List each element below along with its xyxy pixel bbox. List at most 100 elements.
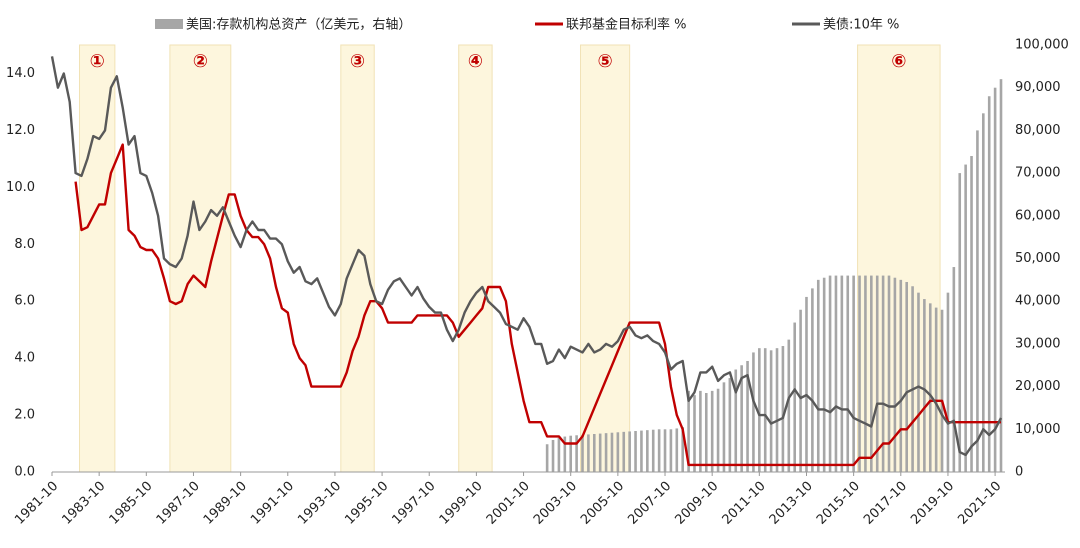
x-tick-label: 1991-10 xyxy=(248,479,297,528)
bar xyxy=(881,275,885,472)
y-tick-label: 0.0 xyxy=(14,465,35,480)
bar xyxy=(598,433,602,472)
bar xyxy=(616,432,620,472)
period-shade xyxy=(79,44,116,473)
legend-label: 美债:10年 % xyxy=(823,18,899,33)
bar xyxy=(575,435,578,472)
bar xyxy=(958,173,962,472)
x-tick-label: 2005-10 xyxy=(578,479,627,528)
bar xyxy=(769,350,773,472)
period-label: ② xyxy=(193,51,208,72)
x-tick-label: 1983-10 xyxy=(59,479,108,528)
bar xyxy=(545,444,549,472)
bar xyxy=(905,281,908,472)
bar xyxy=(687,390,690,472)
bar xyxy=(928,303,932,472)
x-tick-label: 1989-10 xyxy=(201,479,250,528)
bar xyxy=(816,279,820,472)
bar xyxy=(581,434,584,472)
bar xyxy=(846,275,850,472)
period-label: ⑤ xyxy=(597,51,612,72)
x-tick-label: 2019-10 xyxy=(908,479,957,528)
x-tick-label: 2007-10 xyxy=(625,479,674,528)
legend-swatch xyxy=(155,19,183,29)
bar xyxy=(887,275,891,472)
bar xyxy=(858,275,861,472)
y2-tick-label: 90,000 xyxy=(1015,80,1061,95)
bar xyxy=(811,288,814,472)
bar xyxy=(799,309,802,472)
bar xyxy=(569,435,573,472)
x-tick-label: 2017-10 xyxy=(861,479,910,528)
bar xyxy=(657,429,661,472)
period-shade xyxy=(580,44,631,473)
y2-tick-label: 20,000 xyxy=(1015,379,1061,394)
bar xyxy=(646,430,649,472)
bar xyxy=(604,433,608,472)
period-label: ① xyxy=(90,51,105,72)
bar xyxy=(999,79,1003,472)
period-shade xyxy=(169,44,232,473)
bar xyxy=(775,348,779,472)
bar xyxy=(746,360,749,472)
bar xyxy=(693,395,696,472)
y-tick-label: 14.0 xyxy=(6,66,35,81)
bar xyxy=(563,436,567,472)
bar xyxy=(728,378,732,472)
bar xyxy=(940,309,944,472)
bar xyxy=(740,365,743,472)
x-tick-label: 1987-10 xyxy=(154,479,203,528)
x-tick-label: 2009-10 xyxy=(672,479,721,528)
y2-tick-label: 40,000 xyxy=(1015,294,1061,309)
bar xyxy=(781,346,785,472)
x-tick-label: 2003-10 xyxy=(531,479,580,528)
bar xyxy=(970,156,973,472)
bar xyxy=(722,382,726,472)
x-tick-label: 1995-10 xyxy=(342,479,391,528)
bar xyxy=(675,428,679,472)
bar xyxy=(651,429,655,472)
bar xyxy=(917,292,920,472)
bar xyxy=(699,390,702,472)
bar xyxy=(787,339,791,472)
y2-tick-label: 50,000 xyxy=(1015,251,1061,266)
bar xyxy=(681,427,685,472)
x-tick-label: 2013-10 xyxy=(767,479,816,528)
bar xyxy=(710,390,714,472)
y2-tick-label: 100,000 xyxy=(1015,38,1069,53)
bar xyxy=(952,267,956,472)
bar xyxy=(704,393,708,472)
bar xyxy=(987,96,991,473)
y-tick-label: 4.0 xyxy=(14,351,35,366)
bar xyxy=(822,277,826,472)
bar xyxy=(840,275,844,472)
y2-tick-label: 80,000 xyxy=(1015,123,1061,138)
bar xyxy=(893,277,897,472)
bar xyxy=(828,275,832,472)
bar xyxy=(716,388,720,472)
bar xyxy=(557,437,561,472)
period-label: ③ xyxy=(350,51,365,72)
bar xyxy=(640,430,643,472)
y2-tick-label: 0 xyxy=(1015,465,1023,480)
bar xyxy=(934,307,938,472)
period-shade xyxy=(458,44,493,473)
x-tick-label: 2021-10 xyxy=(955,479,1004,528)
bar xyxy=(734,369,738,472)
bar xyxy=(592,433,596,472)
legend-label: 联邦基金目标利率 % xyxy=(566,17,687,33)
legend-label: 美国:存款机构总资产（亿美元，右轴） xyxy=(186,18,411,33)
y-tick-label: 10.0 xyxy=(6,180,35,195)
y2-tick-label: 70,000 xyxy=(1015,166,1061,181)
bar xyxy=(864,275,867,472)
period-shade xyxy=(340,44,375,473)
y2-tick-label: 10,000 xyxy=(1015,422,1061,437)
bar xyxy=(634,431,637,472)
x-tick-label: 1981-10 xyxy=(12,479,61,528)
bar xyxy=(852,275,855,472)
x-tick-label: 1999-10 xyxy=(437,479,486,528)
bar xyxy=(911,286,914,472)
x-tick-label: 1993-10 xyxy=(295,479,344,528)
bar xyxy=(964,164,967,472)
